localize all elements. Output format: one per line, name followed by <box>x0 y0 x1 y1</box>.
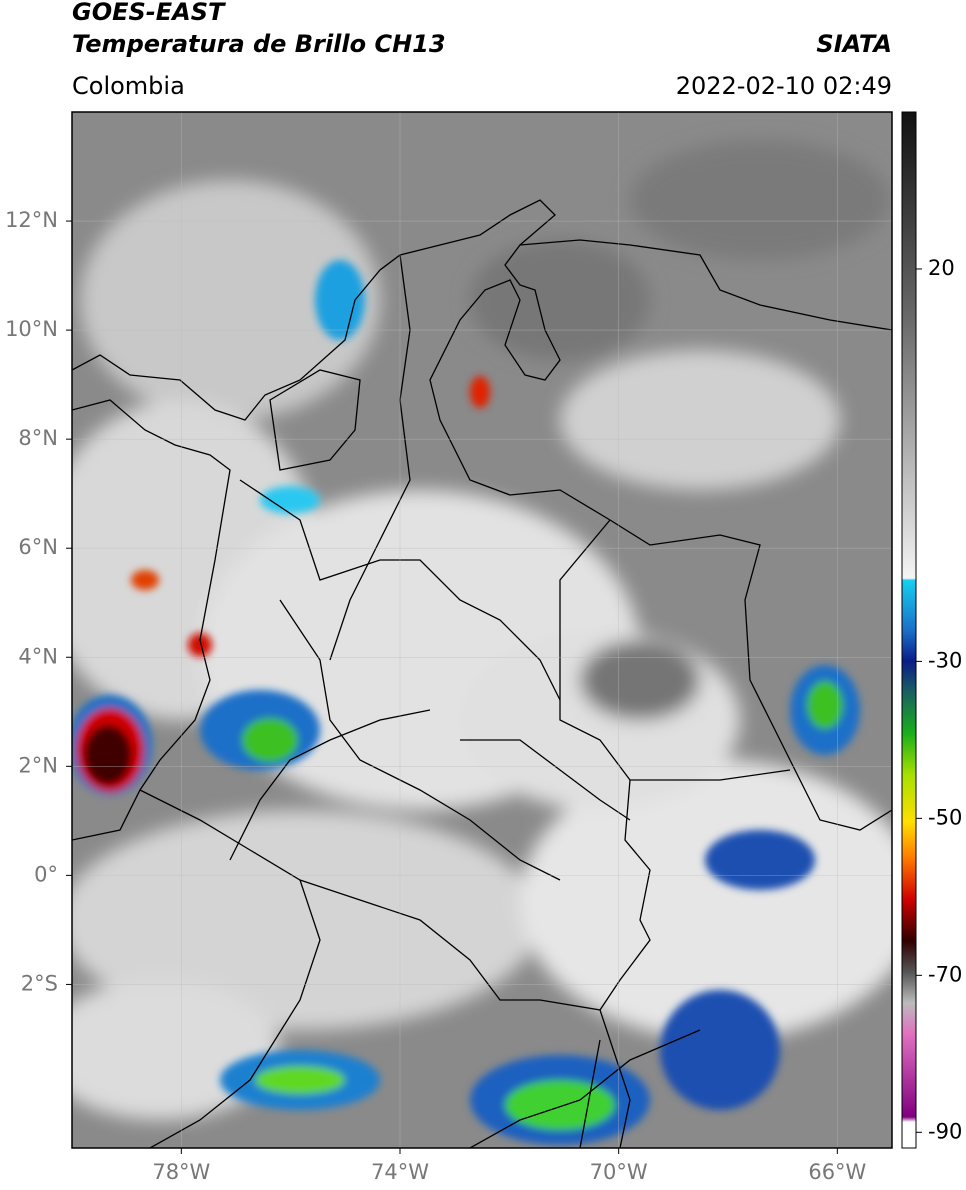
cold-cloud-tops <box>72 260 860 1145</box>
subtitle: Temperatura de Brillo CH13 <box>72 30 446 58</box>
x-tick-label: 74°W <box>371 1160 429 1184</box>
y-tick-label: 2°S <box>21 971 58 995</box>
colorbar-tick-label: -30 <box>928 648 962 672</box>
y-tick-label: 10°N <box>5 317 58 341</box>
x-tick-label: 70°W <box>590 1160 648 1184</box>
colorbar-tick-label: 20 <box>928 256 955 280</box>
y-tick-label: 4°N <box>18 644 58 668</box>
graticule <box>72 112 892 1148</box>
map-frame <box>71 111 893 1149</box>
y-tick-label: 12°N <box>5 208 58 232</box>
source: SIATA <box>816 30 892 58</box>
y-tick-label: 8°N <box>18 426 58 450</box>
title: GOES-EAST <box>72 0 226 26</box>
cloud-field <box>72 140 892 1120</box>
x-tick-label: 66°W <box>808 1160 866 1184</box>
colorbar-tick-label: -50 <box>928 805 962 829</box>
ticks: 78°W 74°W 70°W 66°W 12°N 10°N 8°N 6°N 4°N 2°N 0° 2°… <box>5 208 962 1184</box>
datetime: 2022-02-10 02:49 <box>676 72 892 100</box>
colorbar-tick-label: -70 <box>928 962 962 986</box>
colorbar-tick-label: -90 <box>928 1119 962 1143</box>
y-tick-label: 0° <box>34 862 58 886</box>
x-tick-label: 78°W <box>152 1160 210 1184</box>
colorbar <box>901 111 917 1149</box>
y-tick-label: 2°N <box>18 753 58 777</box>
region: Colombia <box>72 72 185 100</box>
satellite-image <box>72 112 892 1148</box>
y-tick-label: 6°N <box>18 535 58 559</box>
